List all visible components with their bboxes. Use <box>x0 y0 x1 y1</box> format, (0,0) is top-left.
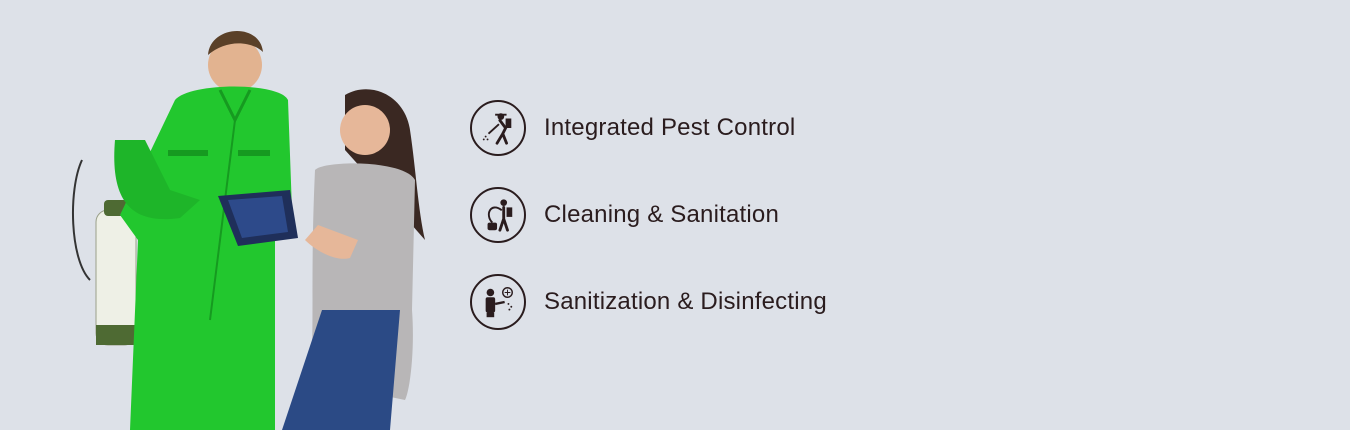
disinfecting-sprayer-icon <box>470 274 526 330</box>
service-label: Sanitization & Disinfecting <box>544 288 827 315</box>
customer-figure <box>282 89 425 430</box>
service-label: Integrated Pest Control <box>544 114 796 141</box>
sprayer-tank <box>71 159 137 346</box>
service-label: Cleaning & Sanitation <box>544 201 780 228</box>
vacuum-cleaning-icon <box>470 187 526 243</box>
service-item-cleaning: Cleaning & Sanitation <box>470 183 990 247</box>
service-item-pest-control: Integrated Pest Control <box>470 96 990 160</box>
services-list: Integrated Pest Control Cleaning & Sanit… <box>470 96 990 357</box>
pest-sprayer-icon <box>470 100 526 156</box>
technician-figure <box>114 30 292 430</box>
clipboard <box>218 190 298 246</box>
technician-customer-photo <box>71 30 425 430</box>
service-item-sanitization: Sanitization & Disinfecting <box>470 270 990 334</box>
